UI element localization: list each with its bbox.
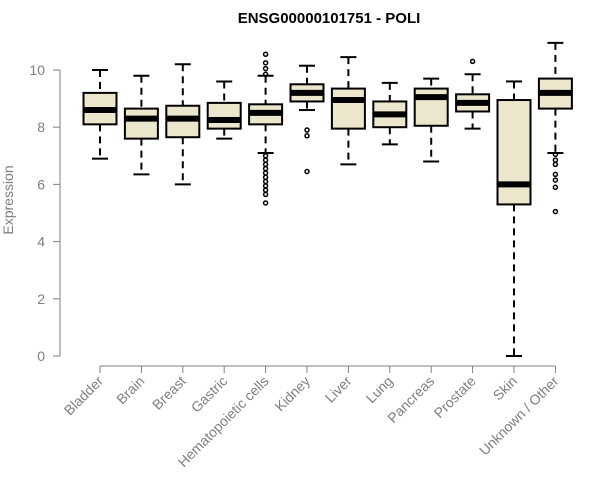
x-tick-label: Liver bbox=[322, 373, 355, 406]
box-lung bbox=[372, 81, 408, 146]
iqr-box bbox=[413, 87, 449, 127]
iqr-box bbox=[123, 107, 159, 140]
x-tick-label: Skin bbox=[490, 373, 521, 404]
y-tick-label: 6 bbox=[37, 176, 45, 192]
boxes-group bbox=[82, 41, 573, 357]
outlier-point bbox=[469, 58, 476, 65]
box-gastric bbox=[206, 80, 242, 140]
outlier-point bbox=[552, 157, 559, 163]
x-tick-label: Kidney bbox=[272, 373, 314, 415]
outlier-point bbox=[262, 60, 269, 66]
outlier-point bbox=[262, 153, 269, 159]
outlier-point bbox=[262, 161, 269, 168]
box-hematopoietic-cells bbox=[248, 51, 284, 206]
box-unknown-other bbox=[537, 41, 573, 215]
y-tick-label: 4 bbox=[37, 234, 45, 250]
outlier-point bbox=[304, 127, 310, 133]
y-tick-label: 0 bbox=[37, 348, 45, 364]
box-prostate bbox=[455, 58, 491, 130]
outlier-point bbox=[552, 151, 559, 158]
outlier-point bbox=[552, 208, 559, 215]
box-liver bbox=[330, 56, 366, 166]
outlier-point bbox=[262, 183, 269, 189]
outlier-point bbox=[304, 133, 310, 139]
box-skin bbox=[496, 80, 532, 357]
outlier-point bbox=[262, 51, 269, 58]
box-breast bbox=[165, 63, 201, 186]
iqr-box bbox=[496, 99, 532, 206]
y-axis-label: Expression bbox=[0, 165, 16, 234]
outlier-point bbox=[552, 171, 559, 178]
outlier-point bbox=[262, 65, 269, 72]
box-kidney bbox=[289, 64, 325, 175]
x-tick-label: Prostate bbox=[431, 373, 479, 421]
x-tick-label: Lung bbox=[363, 373, 396, 406]
box-pancreas bbox=[413, 77, 449, 163]
outlier-point bbox=[262, 187, 269, 193]
outlier-point bbox=[262, 178, 269, 185]
y-axis: 0 2 4 6 8 10 bbox=[29, 62, 61, 364]
iqr-box bbox=[206, 101, 242, 130]
box-bladder bbox=[82, 69, 118, 160]
outlier-point bbox=[262, 165, 269, 172]
outlier-point bbox=[262, 170, 269, 176]
x-tick-label: Brain bbox=[113, 373, 147, 407]
box-brain bbox=[123, 74, 159, 176]
y-tick-label: 8 bbox=[37, 119, 45, 135]
x-tick-label: Unknown / Other bbox=[476, 373, 562, 459]
outlier-point bbox=[552, 177, 559, 183]
outlier-point bbox=[552, 184, 559, 191]
x-tick-label: Bladder bbox=[61, 373, 107, 419]
y-tick-label: 2 bbox=[37, 291, 45, 307]
y-tick-label: 10 bbox=[29, 62, 45, 78]
outlier-point bbox=[262, 200, 269, 206]
x-tick-label: Breast bbox=[149, 373, 189, 413]
chart-title: ENSG00000101751 - POLI bbox=[238, 10, 421, 27]
iqr-box bbox=[330, 87, 366, 130]
outlier-point bbox=[262, 157, 269, 163]
outlier-point bbox=[304, 168, 310, 175]
outlier-point bbox=[552, 161, 559, 168]
outlier-point bbox=[262, 71, 269, 78]
outlier-point bbox=[262, 174, 269, 180]
outlier-point bbox=[262, 191, 269, 198]
